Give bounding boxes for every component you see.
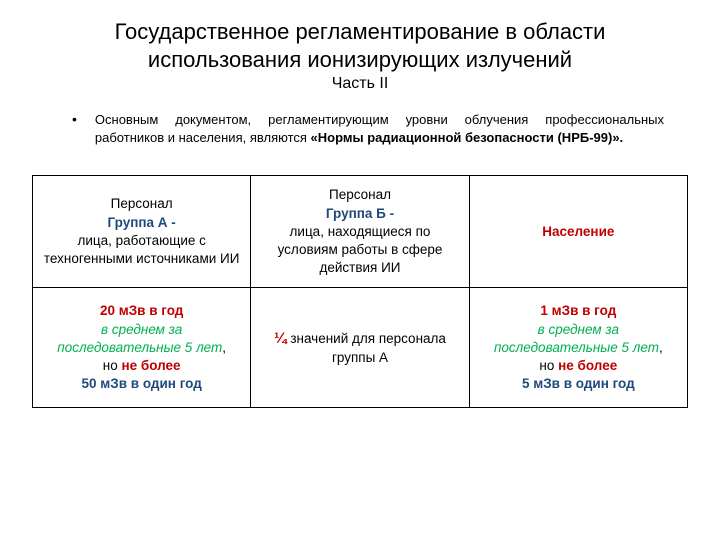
a-avg2: последовательные 5 лет bbox=[57, 340, 222, 355]
cell-group-b: ¼ значений для персонала группы А bbox=[251, 288, 469, 408]
page-subtitle: Часть II bbox=[32, 75, 688, 93]
hdr-a-line2: Группа А - bbox=[108, 215, 176, 230]
hdr-b-line3: лица, находящиеся по условиям работы в с… bbox=[278, 224, 443, 275]
header-group-b: Персонал Группа Б - лица, находящиеся по… bbox=[251, 176, 469, 288]
bullet-text: Основным документом, регламентирующим ур… bbox=[95, 111, 664, 147]
bullet-bold: «Нормы радиационной безопасности (НРБ-99… bbox=[311, 130, 624, 145]
limits-table: Персонал Группа А - лица, работающие с т… bbox=[32, 175, 688, 408]
hdr-a-line3: лица, работающие с техногенными источник… bbox=[44, 233, 240, 266]
bullet-item: • Основным документом, регламентирующим … bbox=[32, 111, 688, 147]
table-header-row: Персонал Группа А - лица, работающие с т… bbox=[33, 176, 688, 288]
hdr-b-line1: Персонал bbox=[329, 187, 391, 202]
c-avg1: в среднем за bbox=[538, 322, 619, 337]
c-comma: , bbox=[659, 340, 663, 355]
a-dose-max: 50 мЗв bbox=[82, 376, 128, 391]
a-comma: , bbox=[222, 340, 226, 355]
a-but: но bbox=[103, 358, 122, 373]
a-dose-main: 20 мЗв в год bbox=[100, 303, 183, 318]
a-max-suffix: в один год bbox=[127, 376, 202, 391]
table-body-row: 20 мЗв в год в среднем за последовательн… bbox=[33, 288, 688, 408]
c-avg2: последовательные 5 лет bbox=[494, 340, 659, 355]
c-max-suffix: в один год bbox=[560, 376, 635, 391]
c-notmore: не более bbox=[558, 358, 617, 373]
a-notmore: не более bbox=[121, 358, 180, 373]
bullet-marker: • bbox=[72, 111, 77, 128]
hdr-a-line1: Персонал bbox=[111, 196, 173, 211]
b-rest: значений для персонала группы А bbox=[287, 331, 446, 365]
c-dose-main: 1 мЗв в год bbox=[540, 303, 616, 318]
hdr-c-line1: Население bbox=[542, 224, 614, 239]
c-dose-max: 5 мЗв bbox=[522, 376, 560, 391]
a-avg1: в среднем за bbox=[101, 322, 182, 337]
header-population: Население bbox=[469, 176, 687, 288]
header-group-a: Персонал Группа А - лица, работающие с т… bbox=[33, 176, 251, 288]
cell-population: 1 мЗв в год в среднем за последовательны… bbox=[469, 288, 687, 408]
hdr-b-line2: Группа Б - bbox=[326, 206, 394, 221]
page-title: Государственное регламентирование в обла… bbox=[32, 18, 688, 73]
cell-group-a: 20 мЗв в год в среднем за последовательн… bbox=[33, 288, 251, 408]
b-fraction: ¼ bbox=[274, 330, 287, 347]
c-but: но bbox=[539, 358, 558, 373]
